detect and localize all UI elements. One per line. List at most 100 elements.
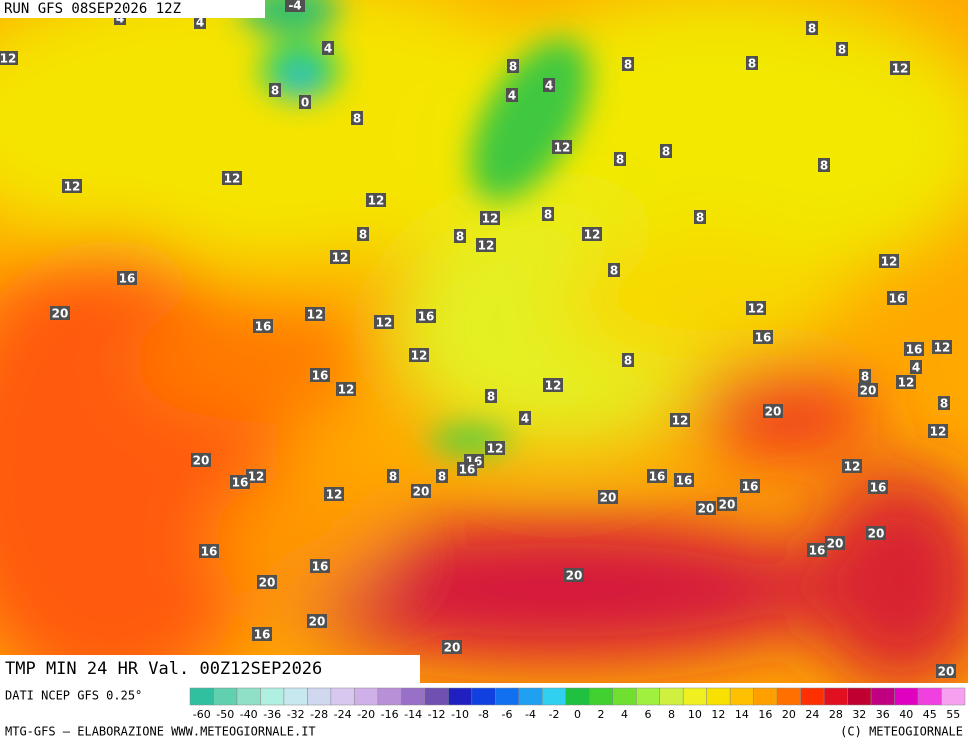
- label-box: [740, 479, 760, 493]
- colorbar-swatch: [283, 687, 308, 706]
- label-box: [416, 309, 436, 323]
- label-box: [753, 330, 773, 344]
- label-box: [507, 59, 519, 73]
- map-label: 12: [545, 379, 562, 393]
- label-box: [670, 413, 690, 427]
- colorbar-label: 36: [876, 708, 890, 721]
- colorbar-label: -6: [502, 708, 513, 721]
- map-label: 12: [672, 414, 689, 428]
- label-box: [936, 664, 956, 678]
- map-label: 8: [487, 390, 495, 404]
- label-box: [622, 353, 634, 367]
- map-label: 20: [860, 384, 877, 398]
- label-box: [928, 424, 948, 438]
- colorbar: -60 -50 -40 -36 -32 -28 -24 -20 -16 -14 -12 -10 -8 -6…: [189, 687, 966, 721]
- map-label: 12: [584, 228, 601, 242]
- map-label: 8: [438, 470, 446, 484]
- colorbar-label: 28: [829, 708, 843, 721]
- label-box: [598, 490, 618, 504]
- map-label: 8: [389, 470, 397, 484]
- label-box: [806, 21, 818, 35]
- label-box: [50, 306, 70, 320]
- colorbar-label: 20: [782, 708, 796, 721]
- map-label: 8: [610, 264, 618, 278]
- colorbar-label: -60: [193, 708, 211, 721]
- map-label: 12: [64, 180, 81, 194]
- label-box: [879, 254, 899, 268]
- label-box: [622, 57, 634, 71]
- label-box: [322, 41, 334, 55]
- map-label: 20: [193, 454, 210, 468]
- label-box: [890, 61, 910, 75]
- title-box: [0, 655, 420, 683]
- map-label: 4: [508, 89, 516, 103]
- map-label: 8: [696, 211, 704, 225]
- map-label: 0: [301, 96, 309, 110]
- label-box: [608, 263, 620, 277]
- map-title: TMP MIN 24 HR Val. 00Z12SEP2026: [5, 659, 322, 679]
- colorbar-label: -4: [525, 708, 536, 721]
- map-label: 16: [809, 544, 826, 558]
- label-box: [746, 301, 766, 315]
- map-label: 12: [930, 425, 947, 439]
- colorbar-swatch: [753, 687, 778, 706]
- label-box: [457, 462, 477, 476]
- map-label: 20: [444, 641, 461, 655]
- colorbar-swatch: [471, 687, 496, 706]
- colorbar-swatch: [542, 687, 567, 706]
- map-label: 20: [719, 498, 736, 512]
- colorbar-label: 32: [852, 708, 866, 721]
- label-box: [299, 95, 311, 109]
- label-box: [454, 229, 466, 243]
- colorbar-swatch: [307, 687, 332, 706]
- map-label: 8: [616, 153, 624, 167]
- run-label: RUN GFS 08SEP2026 12Z: [4, 1, 181, 17]
- label-box: [543, 378, 563, 392]
- map-label: 20: [259, 576, 276, 590]
- colorbar-swatch: [847, 687, 872, 706]
- map-label: 12: [844, 460, 861, 474]
- label-box: [230, 475, 250, 489]
- label-box: [285, 0, 305, 12]
- label-box: [694, 210, 706, 224]
- map-label: 16: [119, 272, 136, 286]
- map-label: 12: [338, 383, 355, 397]
- colorbar-swatch: [213, 687, 238, 706]
- map-labels: -4 4 4 12 4 8 0 8 8 4 4 8 8 8 8 12 12 12 12 12 8 8 8 8 8 12 12 8 12 8…: [0, 0, 956, 679]
- label-box: [542, 207, 554, 221]
- label-box: [842, 459, 862, 473]
- label-box: [480, 211, 500, 225]
- map-label: 12: [487, 442, 504, 456]
- map-label: 8: [820, 159, 828, 173]
- map-label: 12: [248, 470, 265, 484]
- label-box: [763, 404, 783, 418]
- label-box: [246, 469, 266, 483]
- colorbar-swatch: [870, 687, 895, 706]
- map-label: 4: [521, 412, 529, 426]
- label-box: [357, 227, 369, 241]
- map-label: 4: [545, 79, 553, 93]
- map-label: 8: [456, 230, 464, 244]
- colorbar-swatch: [401, 687, 426, 706]
- map-label: 8: [353, 112, 361, 126]
- colorbar-swatch: [330, 687, 355, 706]
- label-box: [0, 51, 18, 65]
- label-box: [411, 484, 431, 498]
- label-box: [387, 469, 399, 483]
- map-label: 20: [52, 307, 69, 321]
- temperature-field: [0, 0, 968, 700]
- label-box: [199, 544, 219, 558]
- map-label: 8: [662, 145, 670, 159]
- label-box: [194, 15, 206, 29]
- colorbar-swatch: [706, 687, 731, 706]
- map-label: 12: [0, 52, 16, 66]
- label-box: [887, 291, 907, 305]
- colorbar-label: 12: [711, 708, 725, 721]
- map-label: 8: [838, 43, 846, 57]
- map-label: 16: [418, 310, 435, 324]
- label-box: [932, 340, 952, 354]
- colorbar-label: 0: [574, 708, 581, 721]
- map-label: 16: [870, 481, 887, 495]
- map-label: 8: [271, 84, 279, 98]
